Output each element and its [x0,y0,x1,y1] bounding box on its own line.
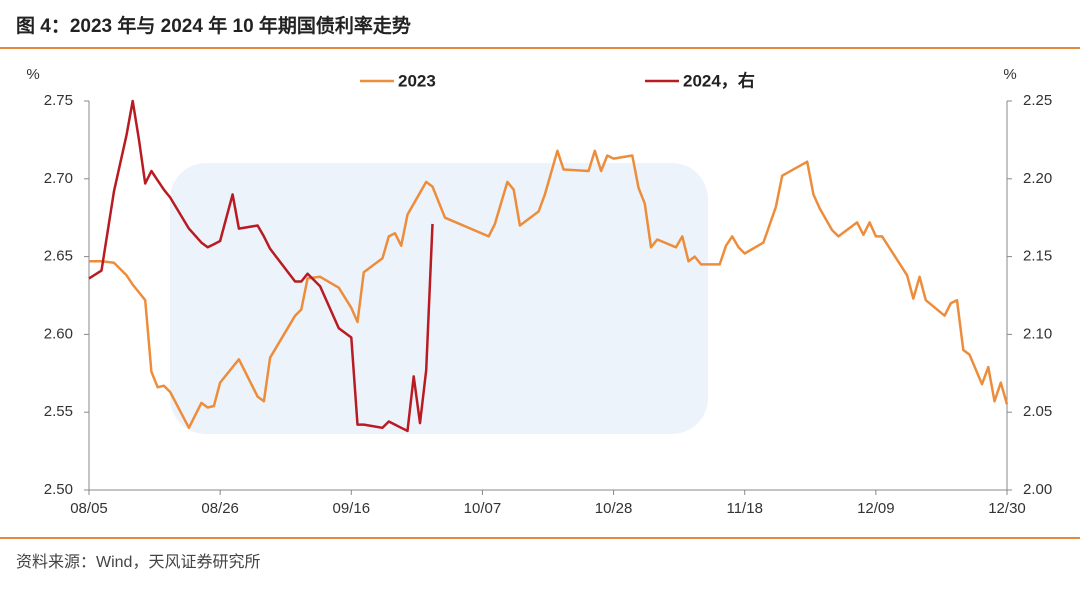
x-tick-label: 08/05 [70,500,108,517]
chart-title: 图 4：2023 年与 2024 年 10 年期国债利率走势 [16,14,411,37]
y2-tick-label: 2.25 [1023,92,1052,109]
y-tick-label: 2.65 [44,248,73,265]
y-tick-label: 2.70 [44,170,73,187]
y-tick-label: 2.55 [44,403,73,420]
legend-label: 2024，右 [683,70,755,90]
x-tick-label: 10/07 [464,500,502,517]
y-tick-label: 2.60 [44,325,73,342]
y2-tick-label: 2.00 [1023,481,1052,498]
x-tick-label: 08/26 [201,500,239,517]
y-tick-label: 2.50 [44,481,73,498]
series-line [89,149,1009,430]
x-tick-label: 10/28 [595,500,633,517]
y2-tick-label: 2.05 [1023,403,1052,420]
x-tick-label: 11/18 [726,500,762,517]
y2-tick-label: 2.10 [1023,325,1052,342]
y2-unit: % [1003,66,1016,83]
y-unit: % [26,66,39,83]
series-line [88,99,434,433]
x-tick-label: 12/09 [857,500,895,517]
y2-tick-label: 2.20 [1023,170,1052,187]
x-tick-label: 12/30 [988,500,1026,517]
highlight-region [170,163,708,434]
y-tick-label: 2.75 [44,92,73,109]
y2-tick-label: 2.15 [1023,248,1052,265]
x-tick-label: 09/16 [333,500,371,517]
legend-label: 2023 [398,71,436,90]
source-note: 资料来源：Wind，天风证券研究所 [16,553,260,571]
